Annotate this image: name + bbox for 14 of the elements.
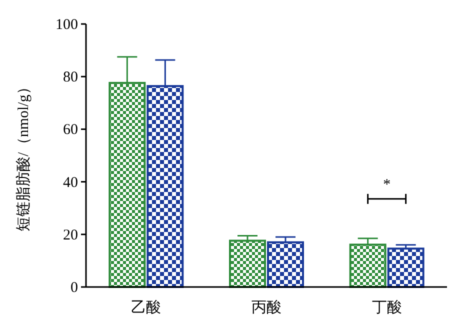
- y-tick-label: 80: [63, 70, 78, 86]
- y-tick-label: 40: [63, 174, 78, 191]
- y-tick-label: 20: [63, 227, 78, 244]
- y-axis-title: 短链脂肪酸/（nmol/g）: [15, 80, 32, 232]
- x-tick-label: 丙酸: [252, 299, 282, 316]
- x-tick-label: 乙酸: [131, 299, 162, 316]
- bar: [387, 248, 424, 288]
- y-tick-label: 60: [63, 122, 78, 138]
- bar: [229, 240, 266, 288]
- x-tick-label: 丁酸: [372, 299, 402, 316]
- y-tick-label: 100: [56, 17, 78, 33]
- bar: [267, 241, 304, 288]
- annotation: *: [383, 176, 391, 193]
- y-tick-label: 0: [70, 280, 78, 296]
